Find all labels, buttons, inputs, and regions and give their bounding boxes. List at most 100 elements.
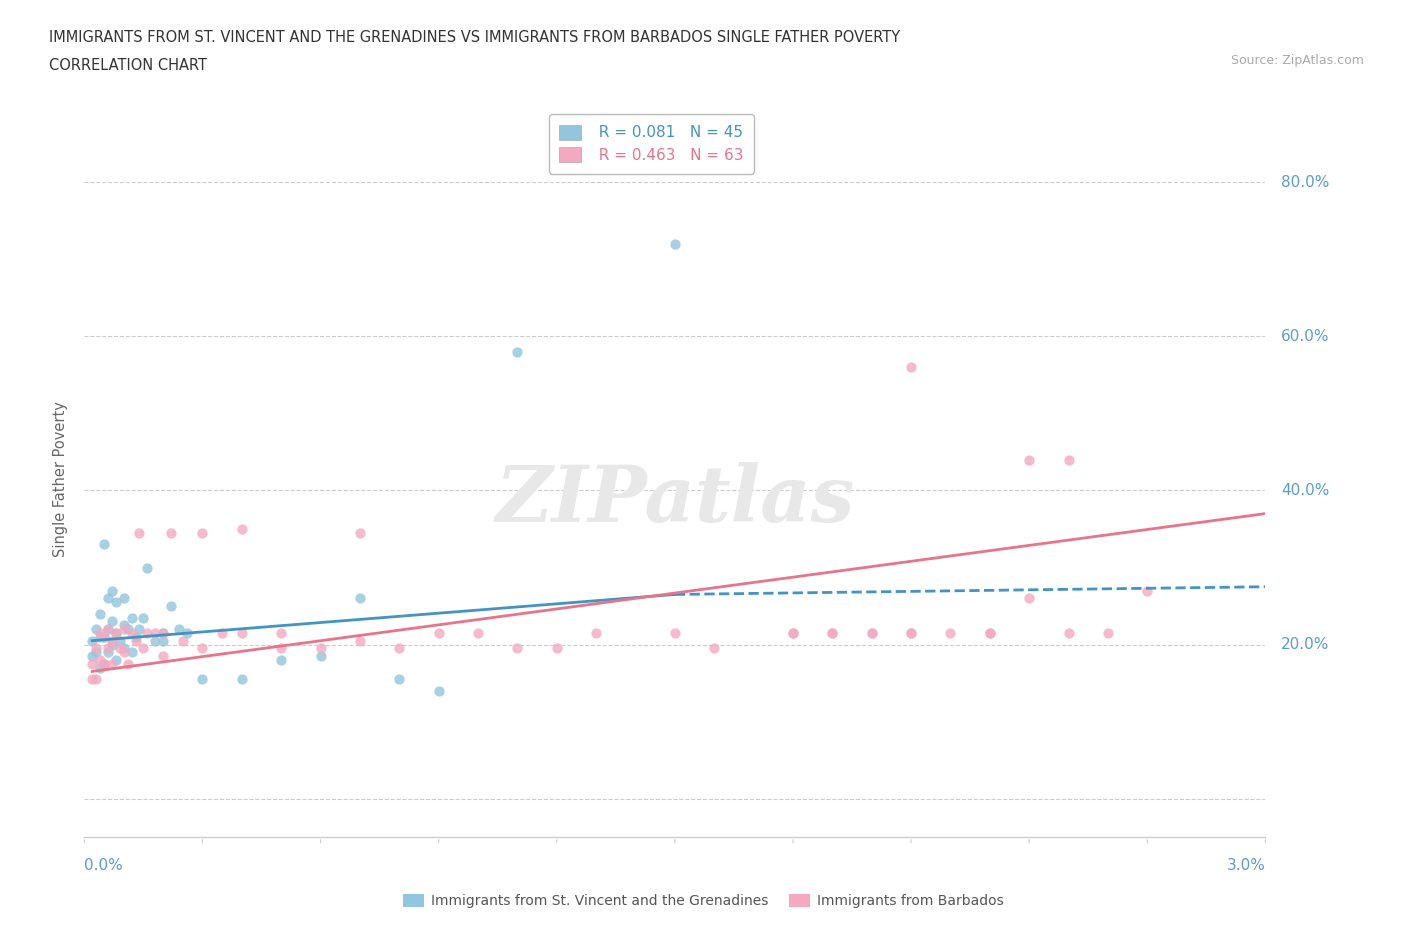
Point — [211, 626, 233, 641]
Point — [121, 610, 143, 625]
Point — [172, 633, 194, 648]
Point — [506, 344, 529, 359]
Point — [270, 626, 292, 641]
Point — [82, 657, 104, 671]
Text: CORRELATION CHART: CORRELATION CHART — [49, 58, 207, 73]
Point — [104, 626, 127, 641]
Point — [782, 626, 804, 641]
Point — [388, 641, 411, 656]
Point — [231, 671, 253, 686]
Point — [703, 641, 725, 656]
Point — [93, 630, 115, 644]
Point — [89, 653, 111, 668]
Point — [121, 626, 143, 641]
Point — [112, 641, 135, 656]
Point — [152, 633, 174, 648]
Text: Source: ZipAtlas.com: Source: ZipAtlas.com — [1230, 54, 1364, 67]
Point — [128, 621, 150, 636]
Point — [93, 657, 115, 671]
Point — [101, 633, 124, 648]
Point — [1136, 583, 1159, 598]
Point — [427, 684, 450, 698]
Point — [191, 671, 214, 686]
Text: 3.0%: 3.0% — [1226, 858, 1265, 873]
Point — [160, 599, 183, 614]
Point — [93, 657, 115, 671]
Point — [89, 630, 111, 644]
Point — [93, 630, 115, 644]
Point — [143, 633, 166, 648]
Point — [427, 626, 450, 641]
Point — [176, 626, 198, 641]
Text: IMMIGRANTS FROM ST. VINCENT AND THE GRENADINES VS IMMIGRANTS FROM BARBADOS SINGL: IMMIGRANTS FROM ST. VINCENT AND THE GREN… — [49, 30, 900, 45]
Point — [900, 360, 922, 375]
Point — [160, 525, 183, 540]
Point — [112, 644, 135, 659]
Point — [388, 671, 411, 686]
Point — [152, 648, 174, 663]
Text: 60.0%: 60.0% — [1281, 329, 1329, 344]
Point — [1057, 626, 1080, 641]
Point — [104, 653, 127, 668]
Point — [82, 633, 104, 648]
Point — [104, 626, 127, 641]
Point — [270, 641, 292, 656]
Point — [860, 626, 883, 641]
Point — [1018, 452, 1040, 467]
Point — [270, 653, 292, 668]
Point — [136, 626, 159, 641]
Point — [101, 657, 124, 671]
Y-axis label: Single Father Poverty: Single Father Poverty — [53, 401, 69, 557]
Point — [124, 630, 146, 644]
Point — [1097, 626, 1119, 641]
Point — [108, 633, 131, 648]
Point — [782, 626, 804, 641]
Legend: Immigrants from St. Vincent and the Grenadines, Immigrants from Barbados: Immigrants from St. Vincent and the Gren… — [396, 889, 1010, 914]
Point — [900, 626, 922, 641]
Point — [84, 621, 107, 636]
Legend:   R = 0.081   N = 45,   R = 0.463   N = 63: R = 0.081 N = 45, R = 0.463 N = 63 — [548, 114, 754, 174]
Point — [231, 522, 253, 537]
Point — [101, 583, 124, 598]
Point — [112, 618, 135, 632]
Point — [132, 641, 155, 656]
Point — [112, 591, 135, 605]
Point — [860, 626, 883, 641]
Text: ZIPatlas: ZIPatlas — [495, 462, 855, 538]
Point — [231, 626, 253, 641]
Point — [167, 621, 190, 636]
Point — [191, 641, 214, 656]
Point — [664, 236, 686, 251]
Point — [97, 591, 120, 605]
Point — [309, 641, 332, 656]
Point — [97, 621, 120, 636]
Point — [112, 621, 135, 636]
Point — [979, 626, 1001, 641]
Point — [191, 525, 214, 540]
Point — [136, 560, 159, 575]
Text: 40.0%: 40.0% — [1281, 483, 1329, 498]
Point — [546, 641, 568, 656]
Point — [101, 614, 124, 629]
Point — [117, 657, 139, 671]
Point — [89, 626, 111, 641]
Point — [132, 610, 155, 625]
Text: 0.0%: 0.0% — [84, 858, 124, 873]
Text: 20.0%: 20.0% — [1281, 637, 1329, 652]
Point — [664, 626, 686, 641]
Point — [979, 626, 1001, 641]
Point — [121, 644, 143, 659]
Point — [93, 537, 115, 551]
Point — [1057, 452, 1080, 467]
Point — [349, 591, 371, 605]
Point — [900, 626, 922, 641]
Point — [506, 641, 529, 656]
Point — [101, 637, 124, 652]
Point — [821, 626, 844, 641]
Point — [82, 671, 104, 686]
Point — [89, 660, 111, 675]
Point — [97, 641, 120, 656]
Point — [124, 633, 146, 648]
Point — [349, 633, 371, 648]
Point — [467, 626, 489, 641]
